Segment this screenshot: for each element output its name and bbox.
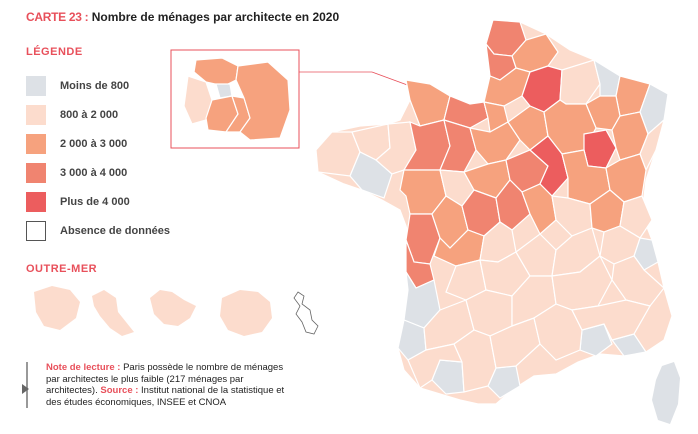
legend-label: 2 000 à 3 000 [60,138,128,150]
legend-item: 3 000 à 4 000 [26,163,127,183]
source-text: Institut national de la statistique et d… [46,385,285,408]
legend-item: 800 à 2 000 [26,105,118,125]
guyane-shape [150,290,196,326]
paris-inset [170,49,509,149]
region-shape [619,195,653,239]
source-label: Source : [100,385,139,396]
region-shape [469,121,521,165]
legend-heading: LÉGENDE [26,46,83,58]
region-shape [571,299,651,341]
note-arrow-icon [22,384,29,394]
region-shape [611,255,665,307]
legend-swatch [26,134,46,154]
legend-swatch [26,192,46,212]
reading-note: Note de lecture : Paris possède le nombr… [22,362,296,408]
map-number: CARTE 23 : [26,10,89,24]
martinique-shape [92,290,134,336]
legend-label: 3 000 à 4 000 [60,167,128,179]
note-text: Paris possède le nombre de ménages par a… [46,362,284,396]
legend-label: 800 à 2 000 [60,109,119,121]
map-title: CARTE 23 : Nombre de ménages par archite… [26,10,339,24]
map-title-text: Nombre de ménages par architecte en 2020 [91,10,340,24]
note-label: Note de lecture : [46,362,121,373]
region-shape [235,61,291,141]
legend-swatch [26,163,46,183]
reunion-shape [220,290,272,336]
legend-swatch [26,76,46,96]
legend-item: Absence de données [26,221,170,241]
region-shape [529,135,569,197]
legend-item: Plus de 4 000 [26,192,130,212]
legend-swatch [26,221,46,241]
legend-item: 2 000 à 3 000 [26,134,127,154]
outremer-territories [34,286,319,336]
region-shape [533,303,583,361]
legend-label: Plus de 4 000 [60,196,130,208]
legend-label: Moins de 800 [60,80,130,92]
legend-label: Absence de données [60,225,171,237]
metropole [315,19,673,405]
corsica-shape [652,362,680,424]
mayotte-shape [293,291,319,335]
region-shape [193,57,239,87]
region-shape [453,329,497,393]
guadeloupe-shape [34,286,80,330]
legend-swatch [26,105,46,125]
legend-item: Moins de 800 [26,76,129,96]
outremer-heading: OUTRE-MER [26,263,98,275]
